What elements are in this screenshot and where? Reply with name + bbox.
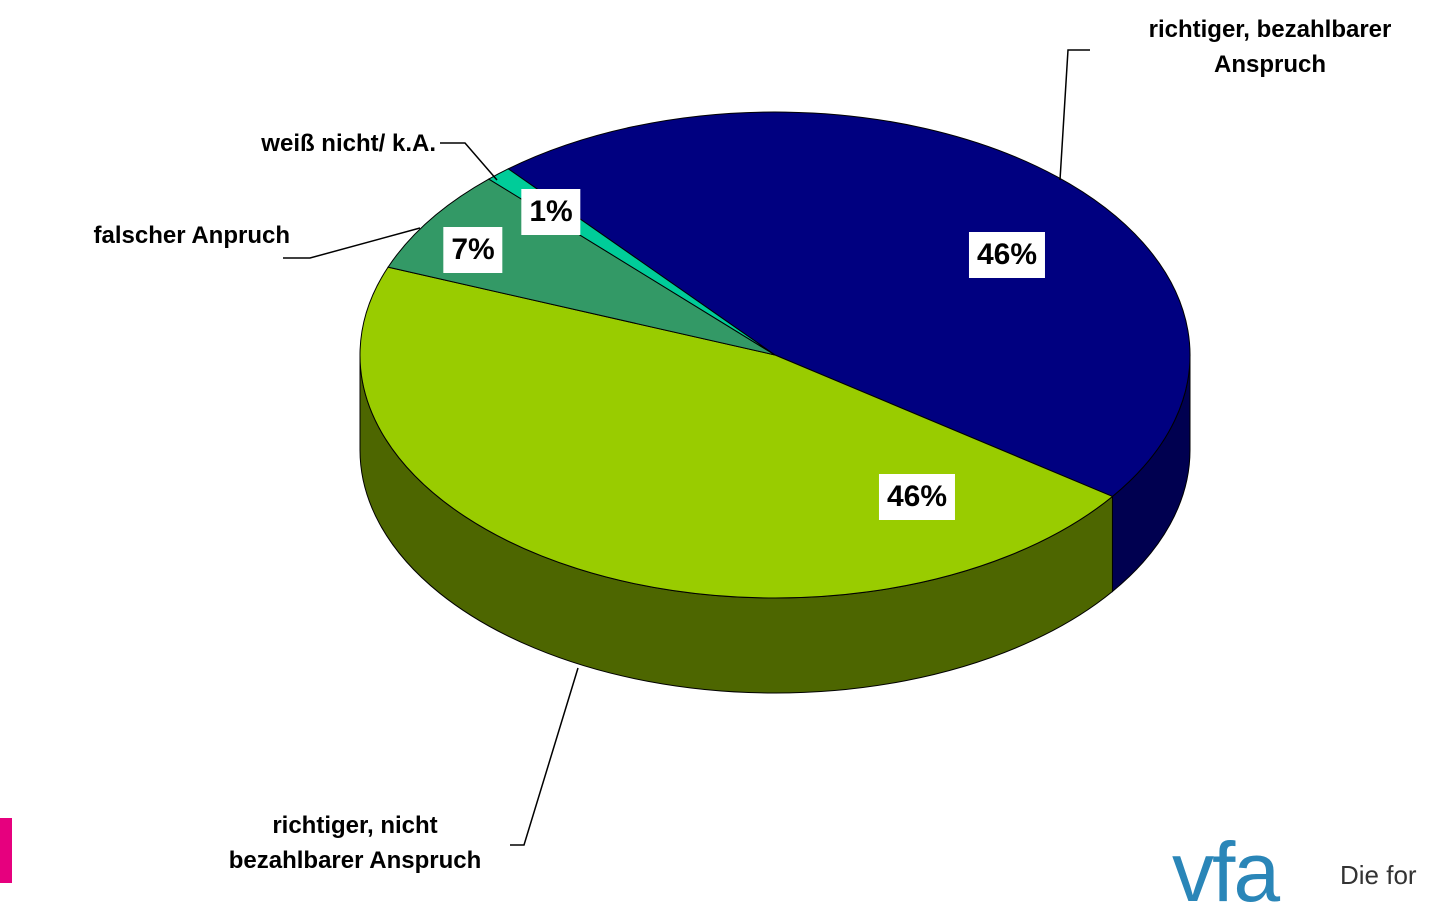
- pink-logo: [0, 818, 12, 883]
- footer-logo: vfa: [1172, 825, 1280, 919]
- leader-line: [440, 142, 498, 181]
- value-label: 46%: [878, 474, 956, 520]
- leader-line: [283, 227, 421, 259]
- footer-tagline: Die for: [1340, 860, 1417, 890]
- pie-slice: [507, 111, 1191, 498]
- leader-line: [1059, 49, 1090, 181]
- category-label: richtiger, bezahlbarer Anspruch: [1148, 16, 1392, 78]
- value-label: 7%: [443, 227, 503, 273]
- value-label: 1%: [521, 189, 581, 235]
- leader-line: [510, 667, 579, 846]
- page: vfa Die for (() => { const data = JSON.p…: [0, 16, 1417, 914]
- pie-slice: [387, 178, 776, 356]
- category-label: weiß nicht/ k.A.: [261, 130, 436, 157]
- value-label: 46%: [968, 232, 1046, 278]
- category-label: richtiger, nicht bezahlbarer Anspruch: [228, 812, 482, 874]
- category-label: falscher Anpruch: [93, 222, 291, 249]
